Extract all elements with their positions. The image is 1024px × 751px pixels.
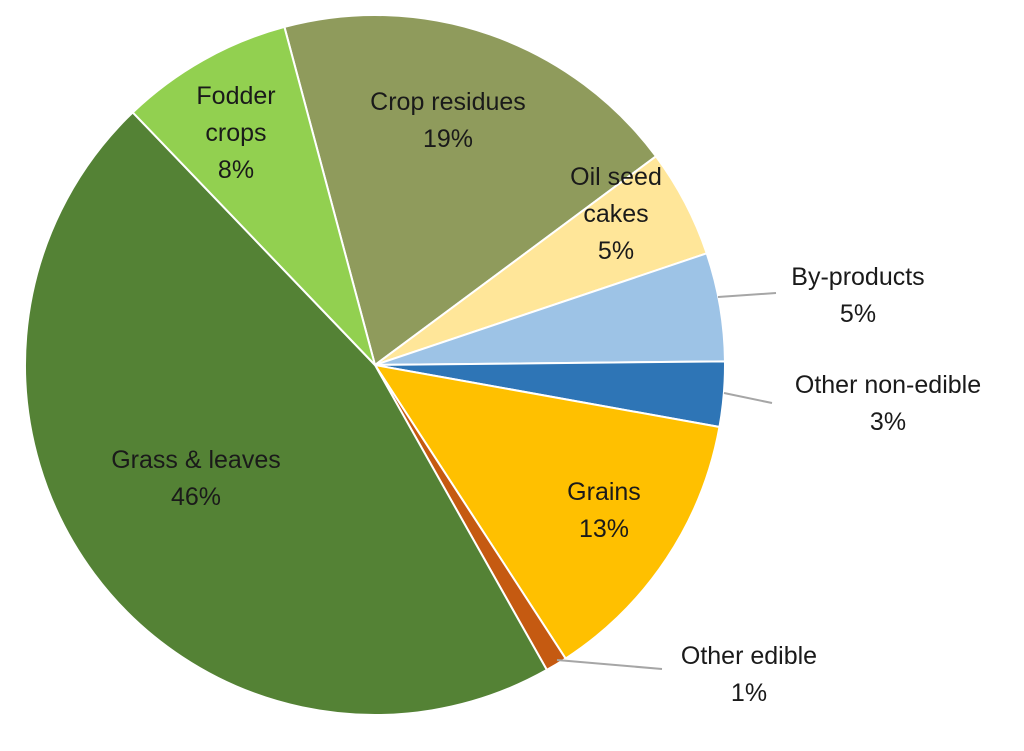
label-grass-and-leaves: Grass & leaves 46% xyxy=(111,446,281,511)
category-label-other-edible: Other edible xyxy=(681,642,817,670)
label-by-products: By-products 5% xyxy=(791,263,924,328)
value-label-by-products: 5% xyxy=(840,300,876,328)
leader-lines xyxy=(556,292,777,670)
category-label-by-products: By-products xyxy=(791,263,924,291)
category-label-fodder-crops: crops xyxy=(205,119,266,147)
label-oil-seed-cakes: Oil seed cakes 5% xyxy=(570,163,662,265)
value-label-fodder-crops: 8% xyxy=(218,156,254,184)
category-label-oil-seed-cakes: Oil seed xyxy=(570,163,662,191)
slice-crop-residues xyxy=(283,14,658,367)
value-label-other-edible: 1% xyxy=(731,679,767,707)
slice-grains xyxy=(372,363,721,660)
value-label-grains: 13% xyxy=(579,515,629,543)
value-label-oil-seed-cakes: 5% xyxy=(598,237,634,265)
label-crop-residues: Crop residues 19% xyxy=(370,88,526,153)
slice-labels: Crop residues 19%Oil seed cakes 5%By-produc… xyxy=(111,82,981,707)
pie-slices xyxy=(24,14,726,716)
category-label-other-non-edible: Other non-edible xyxy=(795,371,981,399)
value-label-crop-residues: 19% xyxy=(423,125,473,153)
value-label-other-non-edible: 3% xyxy=(870,408,906,436)
label-fodder-crops: Fodder crops 8% xyxy=(196,82,275,184)
category-label-crop-residues: Crop residues xyxy=(370,88,526,116)
slice-fodder-crops xyxy=(131,25,376,366)
leader-line-by-products xyxy=(717,292,777,298)
category-label-grains: Grains xyxy=(567,478,641,506)
label-other-non-edible: Other non-edible 3% xyxy=(795,371,981,436)
value-label-grass-and-leaves: 46% xyxy=(171,483,221,511)
leader-line-other-edible xyxy=(556,659,663,670)
slice-grass-and-leaves xyxy=(24,110,549,716)
leader-line-other-non-edible xyxy=(723,392,773,404)
label-other-edible: Other edible 1% xyxy=(681,642,817,707)
category-label-fodder-crops: Fodder xyxy=(196,82,275,110)
category-label-oil-seed-cakes: cakes xyxy=(583,200,648,228)
label-grains: Grains 13% xyxy=(567,478,641,543)
category-label-grass-and-leaves: Grass & leaves xyxy=(111,446,281,474)
